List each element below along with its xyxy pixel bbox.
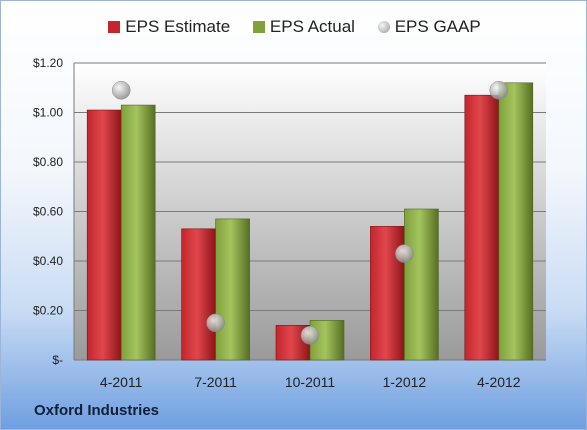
bar-eps-actual (120, 104, 156, 361)
x-tick-label: 10-2011 (285, 374, 336, 390)
x-tick-label: 1-2012 (383, 374, 427, 390)
legend-swatch-estimate (108, 21, 121, 33)
company-name: Oxford Industries (34, 402, 160, 419)
y-tick-label: $0.80 (33, 155, 63, 169)
bar-eps-estimate (86, 109, 122, 361)
point-eps-gaap (206, 313, 225, 333)
bar-eps-actual (215, 218, 250, 361)
x-tick-label: 4-2011 (100, 374, 143, 390)
legend-swatch-actual (252, 21, 265, 33)
y-tick-label: $0.60 (33, 205, 63, 219)
point-eps-gaap (489, 80, 509, 100)
x-tick-label: 4-2012 (477, 374, 521, 390)
y-tick-label: $0.20 (33, 304, 63, 318)
legend-item-actual: EPS Actual (252, 17, 355, 37)
bar-eps-actual (498, 82, 534, 361)
legend-label-gaap: EPS GAAP (394, 17, 481, 36)
point-eps-gaap (300, 326, 320, 345)
bar-eps-estimate (181, 228, 216, 361)
point-eps-gaap (111, 80, 131, 100)
y-tick-label: $1.20 (33, 56, 63, 70)
legend: EPS Estimate EPS Actual EPS GAAP (1, 17, 586, 37)
point-eps-gaap (395, 244, 414, 263)
legend-item-estimate: EPS Estimate (108, 17, 230, 37)
y-tick-label: $1.00 (33, 106, 63, 120)
legend-item-gaap: EPS GAAP (377, 17, 481, 37)
legend-label-actual: EPS Actual (269, 17, 355, 36)
y-tick-label: $- (52, 353, 63, 367)
y-tick-label: $0.40 (33, 254, 63, 268)
bar-eps-estimate (464, 94, 500, 361)
legend-swatch-gaap (377, 21, 390, 33)
bar-eps-actual (404, 208, 439, 361)
bar-eps-estimate (370, 226, 405, 361)
legend-label-estimate: EPS Estimate (125, 17, 231, 36)
x-tick-label: 7-2011 (194, 374, 237, 390)
